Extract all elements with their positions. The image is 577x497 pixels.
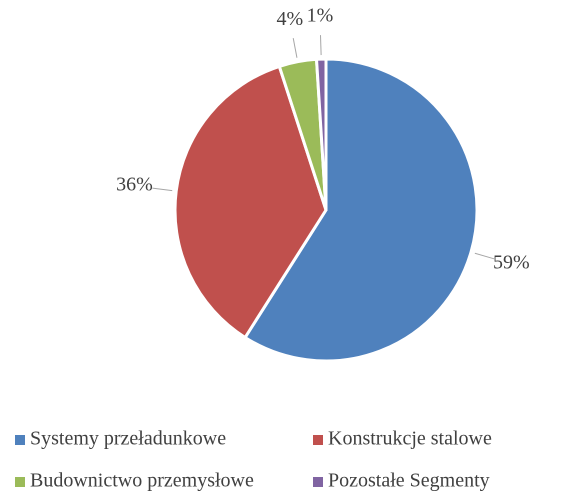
leader-line xyxy=(152,187,173,192)
legend-swatch xyxy=(313,435,323,445)
data-label: 1% xyxy=(307,5,334,27)
leader-line xyxy=(292,38,298,58)
legend-swatch xyxy=(15,477,25,487)
pie-slice xyxy=(243,57,479,363)
legend-swatch xyxy=(15,435,25,445)
legend-label: Pozostałe Segmenty xyxy=(328,470,490,492)
pie-slice xyxy=(173,64,328,340)
legend-label: Systemy przeładunkowe xyxy=(30,428,226,450)
leader-line xyxy=(320,35,322,56)
data-label: 36% xyxy=(116,173,153,195)
leader-line xyxy=(474,252,495,260)
pie-slice xyxy=(314,57,328,211)
legend-label: Konstrukcje stalowe xyxy=(328,428,492,450)
legend-label: Budownictwo przemysłowe xyxy=(30,470,254,492)
legend-swatch xyxy=(313,477,323,487)
data-label: 59% xyxy=(493,251,530,273)
data-label: 4% xyxy=(276,8,303,30)
